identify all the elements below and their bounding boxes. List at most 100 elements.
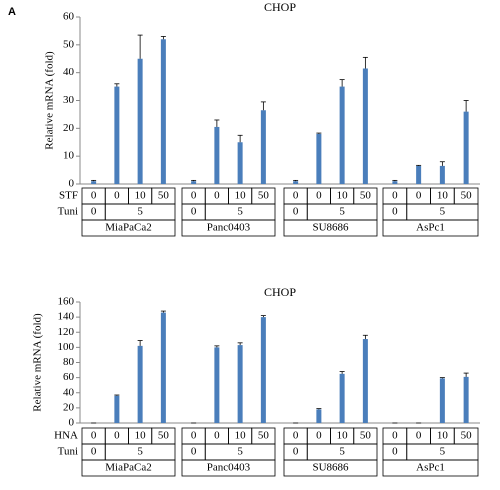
y-tick-label: 120 xyxy=(58,326,75,338)
chart-title: CHOP xyxy=(264,285,296,299)
drug-dose: 0 xyxy=(316,430,322,442)
drug-label: STF xyxy=(59,190,78,202)
tuni-dose: 0 xyxy=(191,446,197,458)
drug-dose: 50 xyxy=(258,190,270,202)
group-label: MiaPaCa2 xyxy=(105,222,151,234)
tuni-dose: 5 xyxy=(440,446,446,458)
drug-dose: 50 xyxy=(461,190,473,202)
group-label: Panc0403 xyxy=(207,462,251,474)
tuni-dose: 5 xyxy=(237,446,243,458)
drug-dose: 50 xyxy=(258,430,270,442)
group-label: AsPc1 xyxy=(416,222,445,234)
group-label-cell xyxy=(181,459,276,477)
tuni-dose: 0 xyxy=(392,206,398,218)
tuni-dose: 0 xyxy=(191,206,197,218)
group-label: SU8686 xyxy=(312,222,349,234)
drug-dose: 50 xyxy=(360,190,372,202)
y-tick-label: 160 xyxy=(58,296,75,308)
drug-dose: 10 xyxy=(337,430,349,442)
tuni-dose: 5 xyxy=(137,206,143,218)
chart-title: CHOP xyxy=(264,0,296,14)
tuni-dose: 5 xyxy=(339,206,345,218)
bar xyxy=(260,317,266,423)
drug-dose: 50 xyxy=(158,190,170,202)
drug-dose: 10 xyxy=(135,430,147,442)
drug-dose: 0 xyxy=(293,190,299,202)
group-label-cell xyxy=(81,219,176,237)
drug-dose: 0 xyxy=(191,190,197,202)
bar xyxy=(137,345,143,423)
tuni-dose: 5 xyxy=(137,446,143,458)
group-label-cell xyxy=(283,219,378,237)
group-label-cell xyxy=(382,459,479,477)
y-axis-label: Relative mRNA (fold) xyxy=(32,313,44,412)
y-tick-label: 20 xyxy=(63,122,75,134)
bar xyxy=(293,181,299,184)
bar xyxy=(237,345,243,423)
y-tick-label: 0 xyxy=(69,417,75,429)
bar xyxy=(416,165,422,184)
bar xyxy=(439,378,445,423)
bar xyxy=(237,142,243,184)
bar xyxy=(114,86,120,184)
drug-dose: 50 xyxy=(360,430,372,442)
group-label-cell xyxy=(81,459,176,477)
bar xyxy=(362,68,368,184)
bar xyxy=(463,111,469,184)
y-tick-label: 20 xyxy=(63,401,75,413)
drug-dose: 0 xyxy=(392,190,398,202)
bar xyxy=(137,58,143,184)
y-tick-label: 10 xyxy=(63,150,75,162)
y-tick-label: 50 xyxy=(63,38,75,50)
bar xyxy=(339,86,345,184)
drug-dose: 0 xyxy=(392,430,398,442)
tuni-label: Tuni xyxy=(58,206,78,218)
bar xyxy=(160,39,166,185)
drug-dose: 50 xyxy=(461,430,473,442)
bar xyxy=(214,126,220,184)
tuni-dose: 0 xyxy=(91,206,97,218)
drug-dose: 0 xyxy=(214,190,220,202)
bar xyxy=(260,110,266,184)
group-label-cell xyxy=(181,219,276,237)
drug-dose: 10 xyxy=(235,190,247,202)
group-label-cell xyxy=(283,459,378,477)
y-tick-label: 30 xyxy=(63,94,75,106)
tuni-dose: 5 xyxy=(440,206,446,218)
bar xyxy=(316,409,322,423)
bar xyxy=(114,395,120,423)
panel-label: A xyxy=(8,6,16,18)
bar xyxy=(214,347,220,423)
y-tick-label: 60 xyxy=(63,371,75,383)
drug-dose: 0 xyxy=(316,190,322,202)
bar xyxy=(392,181,398,184)
drug-dose: 10 xyxy=(437,430,449,442)
tuni-dose: 5 xyxy=(339,446,345,458)
drug-dose: 10 xyxy=(135,190,147,202)
bar xyxy=(439,165,445,184)
drug-dose: 0 xyxy=(416,430,422,442)
drug-dose: 50 xyxy=(158,430,170,442)
tuni-dose: 0 xyxy=(392,446,398,458)
group-label-cell xyxy=(382,219,479,237)
bar xyxy=(339,373,345,423)
bar xyxy=(316,133,322,184)
tuni-dose: 5 xyxy=(237,206,243,218)
y-tick-label: 80 xyxy=(63,356,75,368)
y-tick-label: 100 xyxy=(58,341,75,353)
drug-dose: 0 xyxy=(416,190,422,202)
drug-dose: 10 xyxy=(437,190,449,202)
y-tick-label: 40 xyxy=(63,66,75,78)
drug-dose: 0 xyxy=(91,430,97,442)
drug-dose: 0 xyxy=(214,430,220,442)
bar xyxy=(191,181,197,184)
group-label: SU8686 xyxy=(312,462,349,474)
group-label: MiaPaCa2 xyxy=(105,462,151,474)
drug-dose: 0 xyxy=(114,430,120,442)
drug-dose: 0 xyxy=(114,190,120,202)
drug-dose: 0 xyxy=(191,430,197,442)
bar xyxy=(91,181,97,184)
drug-dose: 10 xyxy=(337,190,349,202)
tuni-dose: 0 xyxy=(293,206,299,218)
